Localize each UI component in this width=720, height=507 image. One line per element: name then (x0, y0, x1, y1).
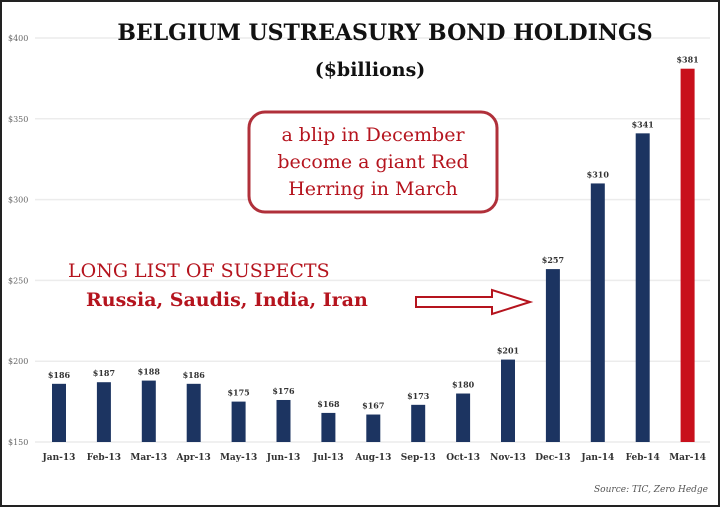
callout-line-1: a blip in December (281, 124, 465, 146)
x-tick-label: Feb-13 (87, 453, 121, 463)
y-tick-label: $300 (8, 196, 28, 205)
bar (635, 133, 650, 442)
y-tick-label: $250 (8, 276, 28, 285)
x-tick-label: Oct-13 (446, 453, 480, 463)
data-label: $187 (93, 368, 115, 378)
y-tick-label: $400 (8, 34, 28, 43)
x-tick-label: Sep-13 (401, 453, 436, 463)
bar (96, 382, 111, 442)
x-tick-label: Dec-13 (535, 453, 570, 463)
callout-box (247, 110, 499, 214)
data-label: $180 (452, 380, 475, 390)
y-tick-label: $200 (8, 357, 28, 366)
callout-line-3: Herring in March (288, 178, 458, 200)
x-tick-label: Nov-13 (490, 453, 526, 463)
bar (590, 183, 605, 442)
chart-subtitle: ($billions) (315, 59, 426, 81)
arrow-icon (415, 288, 534, 316)
data-label: $201 (497, 346, 519, 356)
x-tick-label: Feb-14 (626, 453, 660, 463)
x-tick-label: Apr-13 (176, 453, 211, 463)
x-tick-label: Mar-13 (130, 453, 167, 463)
data-label: $173 (407, 391, 430, 401)
x-tick-label: Jan-14 (580, 453, 614, 463)
data-label: $381 (676, 55, 698, 65)
bar (366, 414, 381, 442)
data-label: $310 (587, 169, 610, 179)
bar (411, 404, 426, 442)
data-label: $176 (272, 386, 295, 396)
bar (456, 393, 471, 442)
data-label: $168 (317, 399, 340, 409)
data-label: $175 (227, 388, 249, 398)
x-tick-label: Jun-13 (266, 453, 301, 463)
x-tick-label: May-13 (220, 453, 257, 463)
data-label: $167 (362, 401, 384, 411)
bar (276, 399, 291, 442)
data-label: $341 (632, 119, 654, 129)
bar (186, 383, 201, 442)
suspects-list: Russia, Saudis, India, Iran (86, 289, 368, 311)
data-label: $257 (542, 255, 564, 265)
bar (321, 412, 336, 442)
suspects-title: LONG LIST OF SUSPECTS (68, 260, 330, 282)
bar (231, 401, 246, 442)
data-label: $186 (183, 370, 206, 380)
x-tick-label: Jul-13 (312, 453, 343, 463)
bar (52, 383, 66, 442)
chart-title: BELGIUM USTREASURY BOND HOLDINGS (117, 20, 652, 46)
x-tick-label: Jan-13 (42, 453, 76, 463)
y-tick-label: $350 (8, 115, 28, 124)
bar (141, 380, 156, 442)
bar (545, 269, 560, 442)
data-label: $188 (138, 367, 161, 377)
x-tick-label: Aug-13 (354, 453, 391, 463)
bar (680, 68, 695, 442)
source-note: Source: TIC, Zero Hedge (594, 485, 708, 495)
y-tick-label: $150 (8, 438, 28, 447)
callout-line-2: become a giant Red (277, 151, 468, 173)
x-tick-label: Mar-14 (669, 453, 706, 463)
data-label: $186 (48, 370, 71, 380)
bar (501, 359, 515, 442)
